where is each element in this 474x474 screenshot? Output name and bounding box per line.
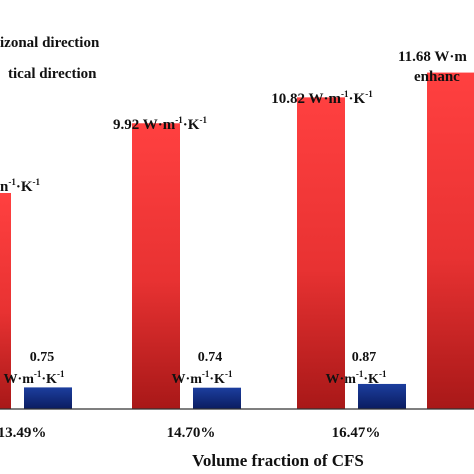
x-tick-label-2: 16.47%: [332, 425, 381, 441]
bar-horizonal-2: [297, 97, 345, 410]
enhance-annotation: enhanc: [414, 69, 460, 85]
data-label-horizonal-1: 9.92 W·m-1·K-1: [113, 115, 207, 133]
legend-entry-vertical: tical direction: [8, 66, 97, 82]
data-label-horizonal-3: 11.68 W·m: [398, 49, 467, 65]
bar-horizonal-3: [427, 72, 474, 409]
data-label-vertical-2: 0.87: [352, 350, 377, 365]
data-label-vertical-unit-1: W·m-1·K-1: [172, 369, 233, 387]
x-tick-label-1: 14.70%: [167, 425, 216, 441]
bar-horizonal-1: [132, 123, 180, 409]
bar-vertical-0: [24, 387, 72, 409]
bar-horizonal-0: [0, 192, 11, 409]
bar-vertical-2: [358, 383, 406, 409]
legend-entry-horizonal: izonal direction: [0, 35, 100, 51]
data-label-vertical-0: 0.75: [30, 350, 55, 365]
x-axis-label: Volume fraction of CFS: [192, 451, 364, 470]
data-label-horizonal-0: n-1·K-1: [0, 177, 41, 195]
data-label-vertical-1: 0.74: [198, 350, 223, 365]
data-label-vertical-unit-2: W·m-1·K-1: [326, 369, 387, 387]
x-tick-label-0: 13.49%: [0, 425, 46, 441]
data-label-horizonal-2: 10.82 W·m-1·K-1: [271, 89, 373, 107]
bar-vertical-1: [193, 387, 241, 409]
data-label-vertical-unit-0: W·m-1·K-1: [4, 369, 65, 387]
